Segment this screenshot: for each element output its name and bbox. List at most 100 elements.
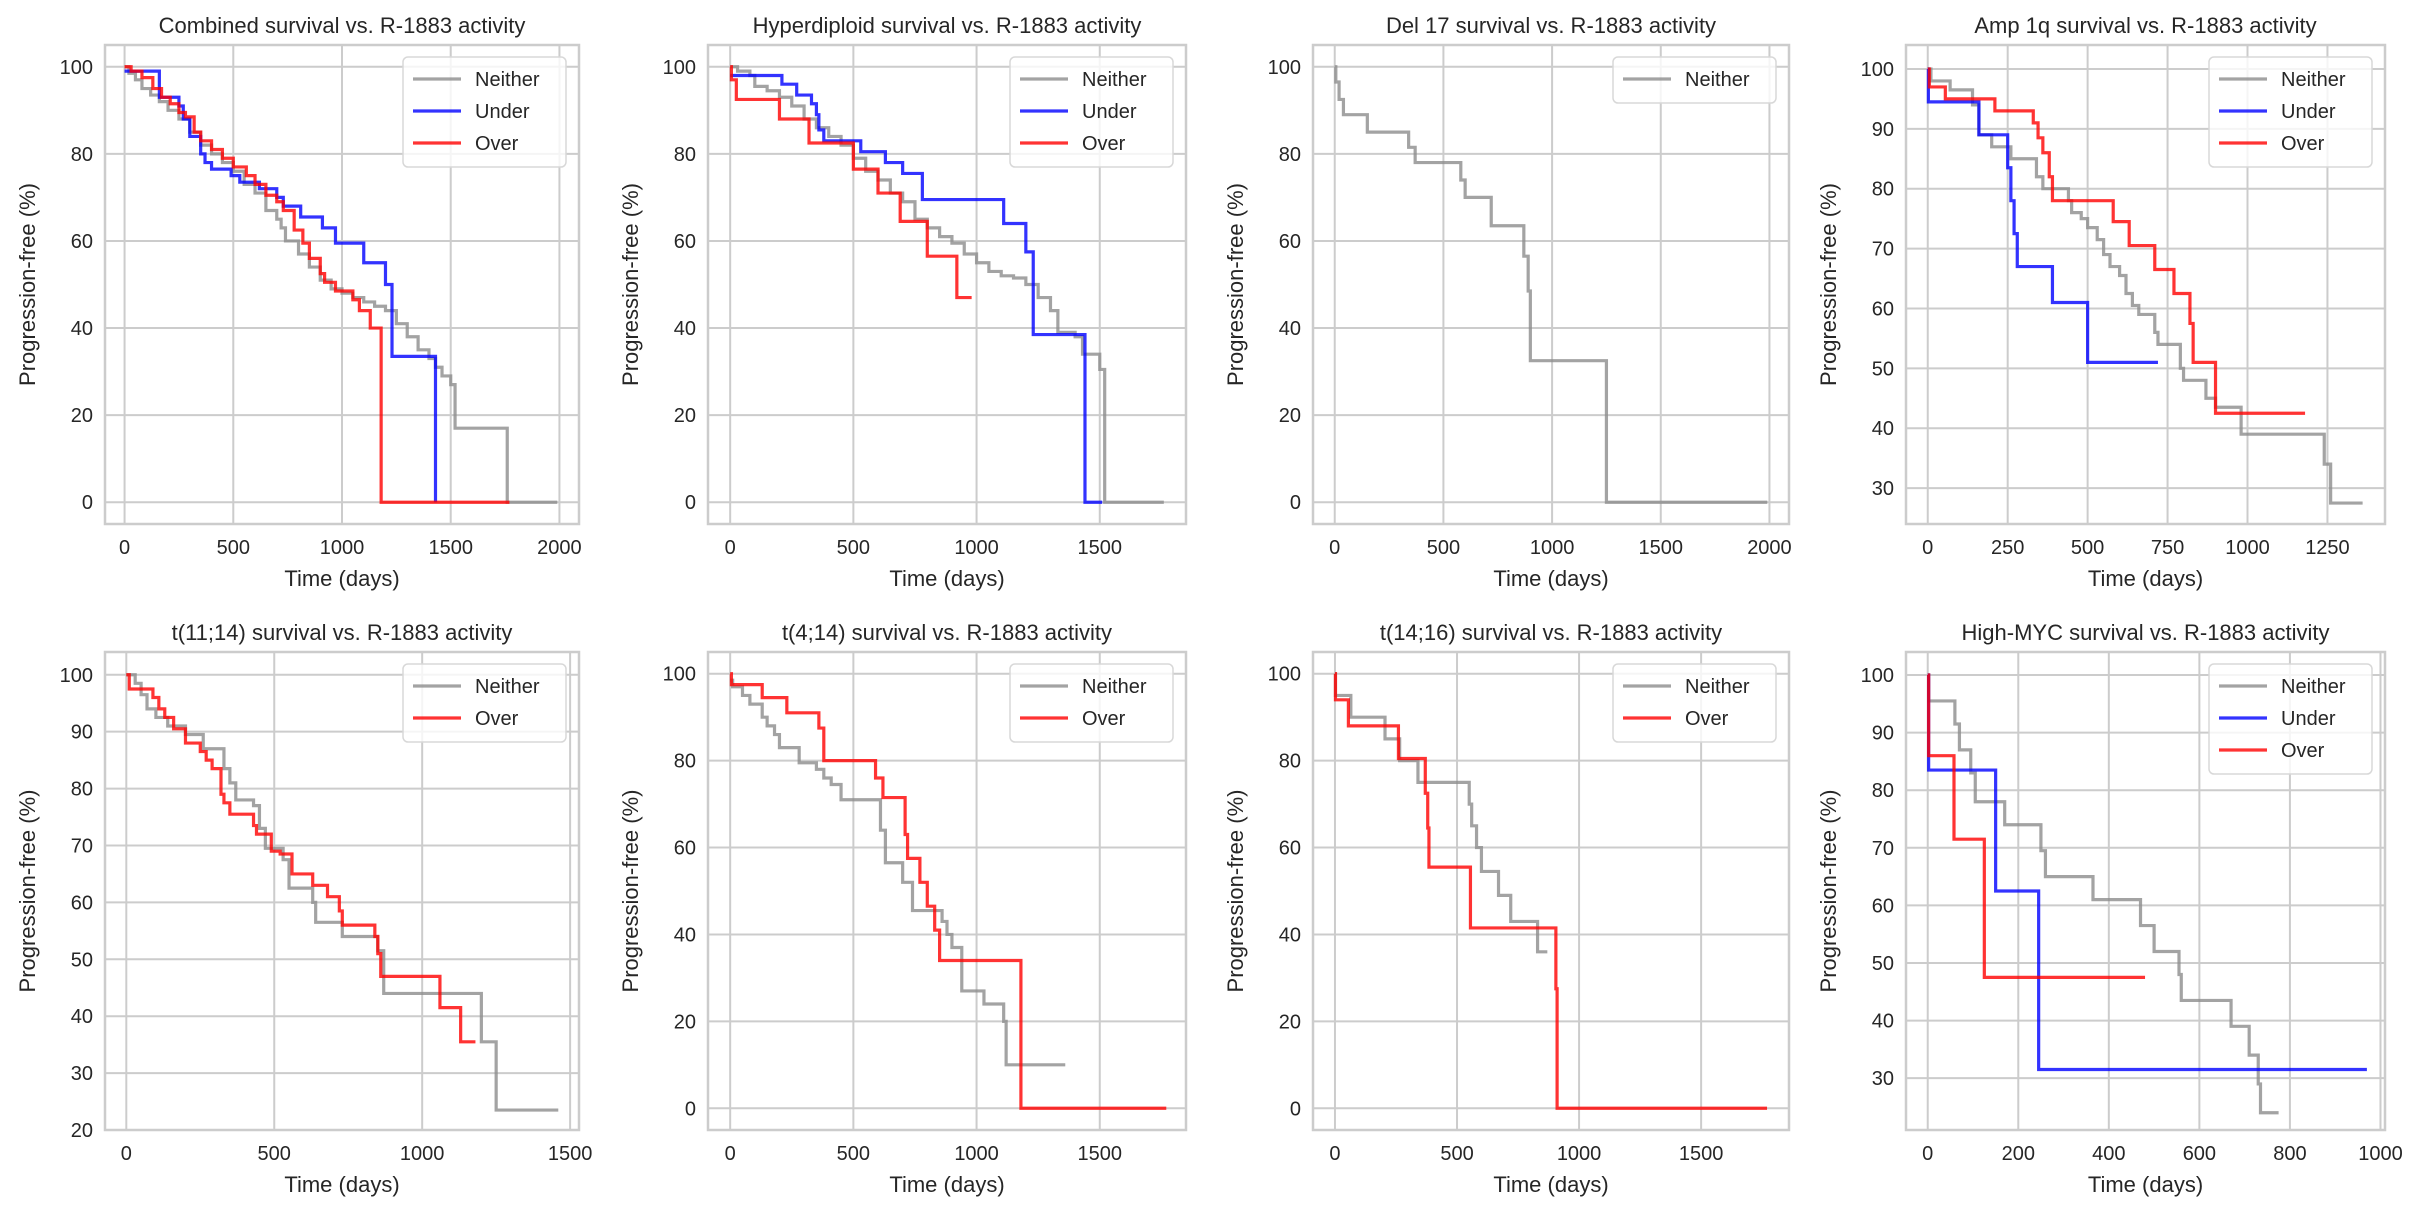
y-tick-label: 20: [1279, 405, 1301, 427]
legend-label-neither: Neither: [1082, 676, 1147, 698]
legend-frame: [2208, 56, 2373, 168]
series-line-neither: [1333, 672, 1548, 954]
axes-frame: [103, 43, 581, 526]
series-line-over: [729, 672, 1167, 1110]
axes-frame: [103, 650, 581, 1132]
y-tick-label: 80: [1279, 144, 1301, 166]
legend-frame: [1009, 56, 1174, 168]
y-tick-label: 40: [71, 1006, 93, 1028]
y-axis-label: Progression-free (%): [618, 183, 643, 386]
series-line-under: [124, 69, 438, 503]
y-tick-label: 40: [674, 318, 696, 340]
x-axis-label: Time (days): [284, 1172, 399, 1197]
legend: Neither Under Over: [402, 56, 567, 168]
x-tick-label: 0: [725, 537, 736, 559]
legend-label-over: Over: [475, 708, 519, 730]
y-axis-label: Progression-free (%): [618, 790, 643, 993]
y-tick-label: 100: [60, 57, 93, 79]
y-tick-label: 100: [1861, 59, 1894, 81]
y-tick-label: 100: [60, 665, 93, 687]
chart-title: Amp 1q survival vs. R-1883 activity: [1974, 13, 2316, 38]
legend-label-under: Under: [475, 101, 530, 123]
x-tick-label: 250: [1991, 537, 2024, 559]
legend-label-neither: Neither: [1685, 676, 1750, 698]
y-tick-label: 60: [71, 231, 93, 253]
series-line-neither: [730, 678, 1066, 1067]
chart-title: Hyperdiploid survival vs. R-1883 activit…: [753, 13, 1142, 38]
chart-title: t(4;14) survival vs. R-1883 activity: [782, 620, 1112, 645]
legend: Neither Over: [1612, 663, 1777, 743]
y-tick-label: 30: [71, 1063, 93, 1085]
y-tick-label: 20: [71, 1120, 93, 1142]
series-line-over: [124, 65, 510, 504]
x-tick-label: 0: [1329, 537, 1340, 559]
panel-t-11-14: 0 500 1000 1500 20 30 40 50 60 70 80 90 100 t(11;14) …: [15, 620, 592, 1197]
legend-frame: [402, 56, 567, 168]
y-tick-label: 60: [674, 231, 696, 253]
x-axis-label: Time (days): [284, 566, 399, 591]
legend-label-under: Under: [2281, 101, 2336, 123]
x-tick-label: 200: [2002, 1143, 2035, 1165]
y-tick-label: 80: [1279, 751, 1301, 773]
legend-label-under: Under: [1082, 101, 1137, 123]
x-tick-label: 1000: [400, 1143, 445, 1165]
y-tick-label: 20: [674, 1011, 696, 1033]
y-tick-label: 90: [1872, 723, 1894, 745]
y-tick-label: 20: [1279, 1011, 1301, 1033]
y-tick-label: 40: [71, 318, 93, 340]
y-tick-label: 40: [1872, 418, 1894, 440]
x-tick-label: 1500: [548, 1143, 593, 1165]
legend-frame: [1612, 56, 1777, 104]
y-tick-label: 30: [1872, 1068, 1894, 1090]
x-tick-label: 1500: [1078, 1143, 1123, 1165]
y-axis-label: Progression-free (%): [15, 790, 40, 993]
y-tick-label: 0: [685, 1098, 696, 1120]
axes-frame: [1904, 650, 2387, 1132]
x-tick-label: 1500: [428, 537, 473, 559]
x-tick-label: 0: [1922, 537, 1933, 559]
y-tick-label: 80: [71, 779, 93, 801]
series-line-neither: [1927, 673, 2279, 1115]
y-tick-label: 20: [674, 405, 696, 427]
y-tick-label: 80: [674, 144, 696, 166]
x-tick-label: 1000: [2225, 537, 2270, 559]
legend: Neither Over: [402, 663, 567, 743]
y-tick-label: 40: [1279, 318, 1301, 340]
legend-label-over: Over: [1685, 708, 1729, 730]
y-tick-label: 0: [685, 492, 696, 514]
panel-del-17: 0 500 1000 1500 2000 0 20 40 60 80 100 Del 17 survi…: [1223, 13, 1792, 591]
legend: Neither: [1612, 56, 1777, 104]
legend-frame: [2208, 663, 2373, 775]
x-tick-label: 500: [1427, 537, 1460, 559]
y-tick-label: 80: [71, 144, 93, 166]
axes-frame: [1904, 43, 2387, 526]
legend-label-neither: Neither: [1082, 69, 1147, 91]
y-tick-label: 70: [1872, 239, 1894, 261]
series-line-over: [729, 65, 972, 300]
chart-title: t(11;14) survival vs. R-1883 activity: [172, 620, 513, 645]
y-tick-label: 100: [1268, 57, 1301, 79]
series-line-under: [730, 73, 1103, 504]
y-tick-label: 40: [1279, 924, 1301, 946]
x-tick-label: 1000: [1557, 1143, 1602, 1165]
y-tick-label: 90: [71, 722, 93, 744]
series-line-over: [1333, 672, 1768, 1110]
y-tick-label: 60: [71, 892, 93, 914]
x-tick-label: 500: [837, 537, 870, 559]
x-tick-label: 1500: [1078, 537, 1123, 559]
y-axis-label: Progression-free (%): [1223, 183, 1248, 386]
legend-label-over: Over: [1082, 708, 1126, 730]
legend-label-neither: Neither: [475, 676, 540, 698]
x-tick-label: 500: [258, 1143, 291, 1165]
series-line-neither: [730, 65, 1164, 504]
y-tick-label: 0: [82, 492, 93, 514]
y-tick-label: 20: [71, 405, 93, 427]
panel-hyperdiploid: 0 500 1000 1500 0 20 40 60 80 100 Hyperdiploid sur…: [618, 13, 1188, 591]
panel-t-14-16: 0 500 1000 1500 0 20 40 60 80 100 t(14;16) surviva…: [1223, 620, 1791, 1197]
y-tick-label: 50: [71, 949, 93, 971]
axes-frame: [706, 43, 1188, 526]
x-tick-label: 1500: [1679, 1143, 1724, 1165]
x-tick-label: 0: [1922, 1143, 1933, 1165]
legend: Neither Under Over: [2208, 663, 2373, 775]
